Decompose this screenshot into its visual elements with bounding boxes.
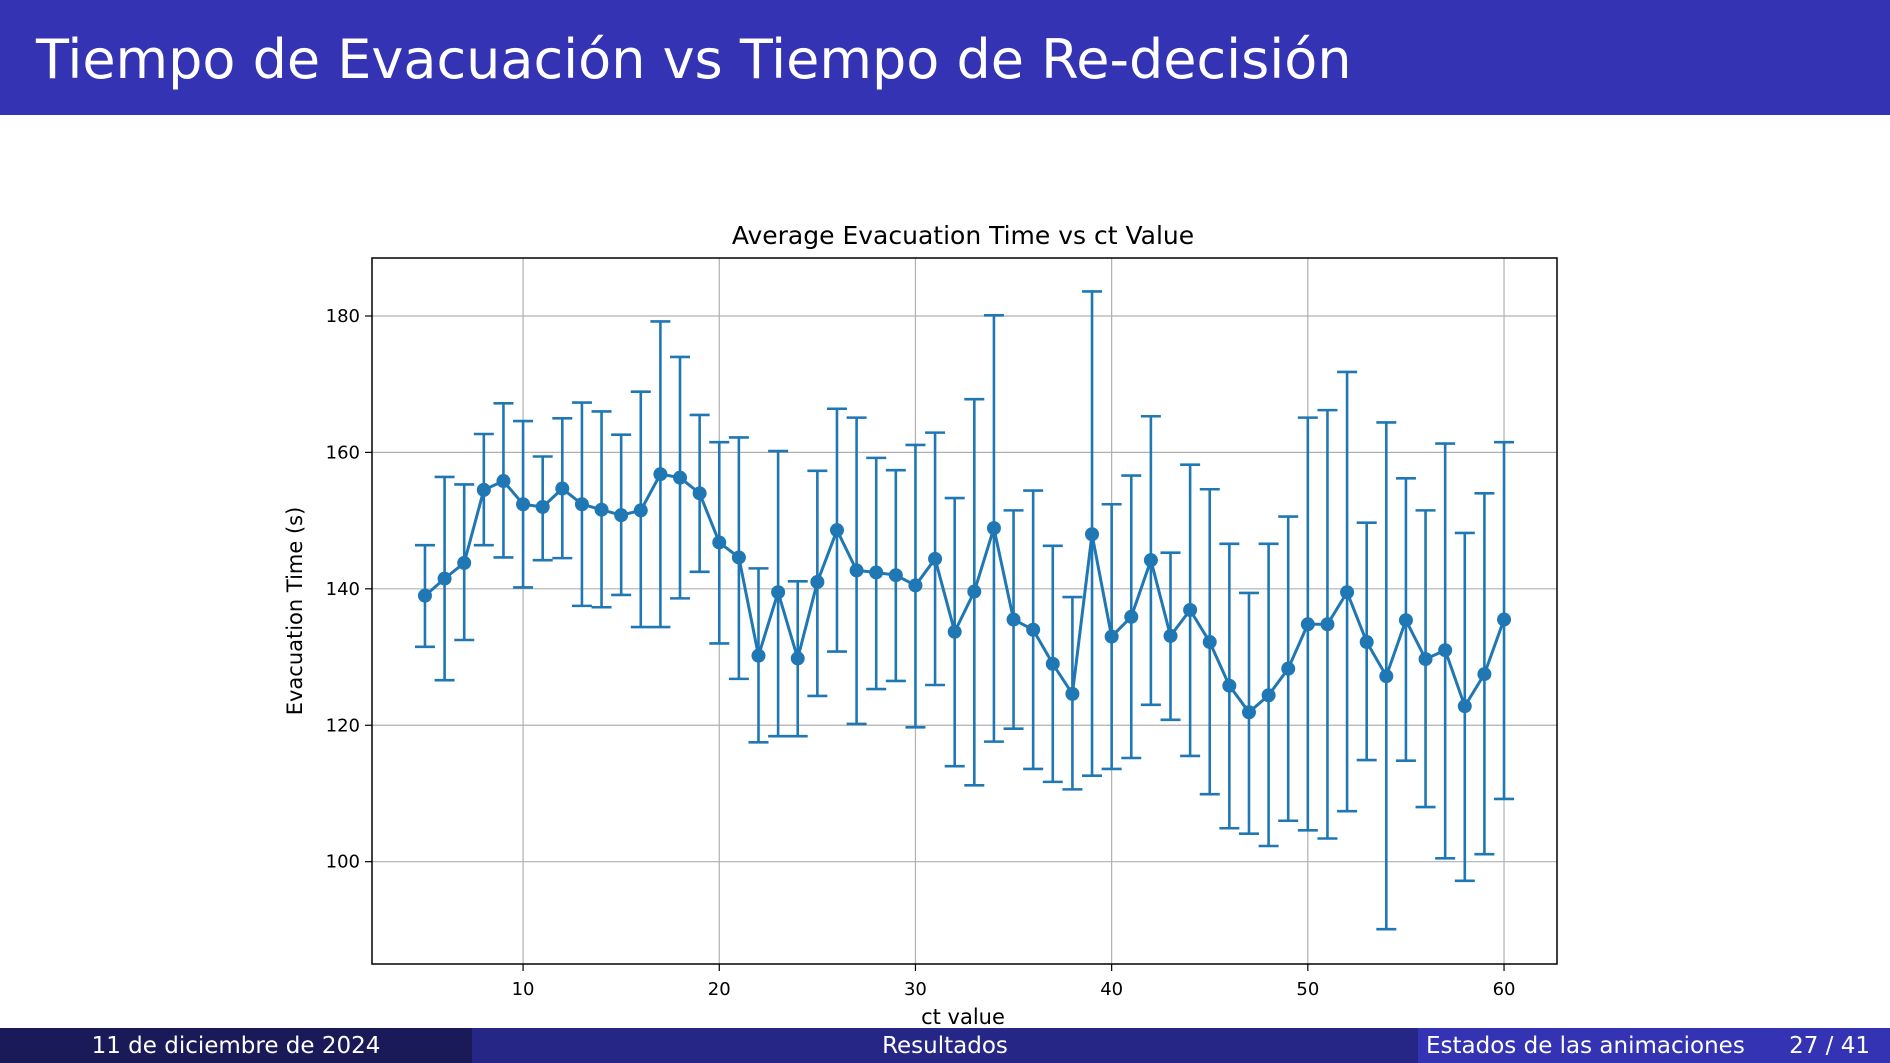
y-tick-label: 140	[326, 579, 360, 600]
data-point	[417, 588, 432, 603]
footer-page-number: 27 / 41	[1789, 1032, 1870, 1059]
data-point	[790, 651, 805, 666]
slide-header: Tiempo de Evacuación vs Tiempo de Re-dec…	[0, 0, 1890, 115]
grid	[372, 258, 1557, 964]
y-tick-label: 120	[326, 715, 360, 736]
x-tick-label: 40	[1100, 979, 1123, 1000]
data-point	[1379, 669, 1394, 684]
footer: 11 de diciembre de 2024 Resultados Estad…	[0, 1028, 1890, 1063]
data-point	[908, 578, 923, 593]
chart-title: Average Evacuation Time vs ct Value	[732, 221, 1194, 250]
y-tick-label: 180	[326, 306, 360, 327]
data-point	[1438, 643, 1453, 658]
footer-date: 11 de diciembre de 2024	[0, 1028, 472, 1063]
y-axis-label: Evacuation Time (s)	[283, 507, 307, 716]
data-point	[1418, 652, 1433, 667]
data-point	[457, 555, 472, 570]
data-point	[633, 503, 648, 518]
axis-ticks: 10 20 30 40 50 60 100 120 140 160 180	[326, 306, 1516, 1000]
data-point	[928, 551, 943, 566]
data-point	[869, 565, 884, 580]
data-point	[947, 624, 962, 639]
data-point	[888, 568, 903, 583]
x-tick-label: 30	[904, 979, 927, 1000]
data-point	[555, 481, 570, 496]
data-point	[1320, 617, 1335, 632]
footer-subsection: Estados de las animaciones	[1426, 1032, 1745, 1059]
data-point	[771, 585, 786, 600]
data-point	[1085, 527, 1100, 542]
data-point	[1222, 678, 1237, 693]
data-point	[1026, 622, 1041, 637]
data-point	[1006, 612, 1021, 627]
data-point	[594, 502, 609, 517]
x-axis-label: ct value	[921, 1005, 1005, 1029]
data-point	[1183, 602, 1198, 617]
data-point	[1202, 635, 1217, 650]
data-point	[1261, 688, 1276, 703]
data-point	[1340, 585, 1355, 600]
y-tick-label: 100	[326, 852, 360, 873]
data-point	[437, 571, 452, 586]
data-point	[516, 497, 531, 512]
data-point	[1065, 686, 1080, 701]
data-point	[1477, 667, 1492, 682]
footer-right: Estados de las animaciones 27 / 41	[1418, 1028, 1890, 1063]
data-point	[574, 497, 589, 512]
data-point	[810, 575, 825, 590]
data-point	[712, 535, 727, 550]
data-point	[1281, 661, 1296, 676]
data-point	[653, 467, 668, 482]
data-point	[1045, 656, 1060, 671]
data-point	[829, 523, 844, 538]
x-tick-label: 10	[512, 979, 535, 1000]
data-point	[496, 474, 511, 489]
data-point	[731, 550, 746, 565]
x-tick-label: 20	[708, 979, 731, 1000]
data-point	[476, 482, 491, 497]
data-point	[849, 563, 864, 578]
data-point	[1241, 705, 1256, 720]
y-tick-label: 160	[326, 442, 360, 463]
data-point	[1497, 612, 1512, 627]
data-point	[1457, 699, 1472, 714]
slide-title: Tiempo de Evacuación vs Tiempo de Re-dec…	[36, 28, 1352, 91]
data-point	[673, 470, 688, 485]
x-tick-label: 60	[1493, 979, 1516, 1000]
data-point	[1359, 635, 1374, 650]
data-point	[986, 521, 1001, 536]
data-point	[751, 648, 766, 663]
plot-frame	[371, 257, 1558, 965]
data-point	[1398, 613, 1413, 628]
data-point	[1104, 629, 1119, 644]
data-point	[1163, 628, 1178, 643]
data-point	[1143, 553, 1158, 568]
data-point	[614, 508, 629, 523]
data-point	[967, 584, 982, 599]
data-point	[692, 486, 707, 501]
series	[414, 290, 1515, 931]
footer-section: Resultados	[472, 1028, 1418, 1063]
x-tick-label: 50	[1296, 979, 1319, 1000]
data-point	[1300, 617, 1315, 632]
data-point	[535, 499, 550, 514]
data-point	[1124, 609, 1139, 624]
